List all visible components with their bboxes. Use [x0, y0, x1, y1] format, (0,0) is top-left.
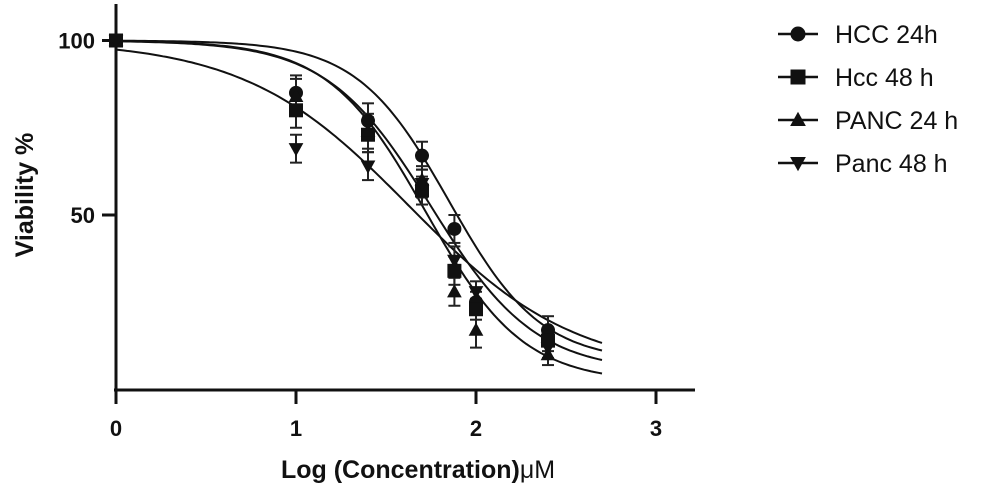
- data-point-triangle-up: [360, 123, 376, 137]
- legend-marker-square: [790, 69, 806, 85]
- data-point-square: [447, 263, 462, 278]
- legend-label: PANC 24 h: [835, 107, 958, 135]
- y-tick-label: 100: [58, 29, 95, 54]
- legend-item: HCC 24h: [778, 21, 938, 49]
- legend-marker-circle: [790, 26, 806, 42]
- data-point-circle: [447, 221, 462, 236]
- data-point-circle: [361, 113, 375, 128]
- x-tick-label: 0: [110, 416, 122, 441]
- legend-item: Hcc 48 h: [778, 64, 934, 92]
- legend-marker-triangle-down: [790, 157, 806, 172]
- legend-label: Hcc 48 h: [835, 64, 934, 92]
- data-point-triangle-down: [468, 286, 484, 300]
- fit-curve-square: [116, 40, 603, 361]
- data-point-triangle-up: [447, 284, 462, 298]
- legend-item: PANC 24 h: [778, 107, 958, 135]
- legend-label: HCC 24h: [835, 21, 938, 49]
- x-tick-label: 2: [470, 416, 482, 441]
- x-tick-label: 3: [650, 416, 662, 441]
- data-point-triangle-down: [288, 143, 304, 157]
- data-point-triangle-down: [447, 254, 462, 269]
- data-point-triangle-down: [414, 177, 430, 192]
- y-axis-title: Viability %: [11, 133, 39, 258]
- plot-area: [108, 32, 603, 375]
- x-axis-unit: μM: [520, 456, 555, 484]
- x-axis-title: Log (Concentration)μM: [281, 456, 555, 484]
- data-point-triangle-down: [540, 342, 556, 356]
- x-tick-label: 1: [290, 416, 302, 441]
- legend-label: Panc 48 h: [835, 150, 948, 178]
- data-point-square: [289, 103, 303, 118]
- data-point-circle: [415, 148, 429, 163]
- y-tick-label: 50: [71, 203, 95, 228]
- x-axis-title-text: Log (Concentration): [281, 456, 520, 484]
- data-point-square: [469, 302, 483, 317]
- legend: HCC 24h Hcc 48 h PANC 24 h Panc 48 h: [778, 21, 958, 178]
- x-axis-ticks: 0 1 2 3: [110, 390, 662, 441]
- legend-item: Panc 48 h: [778, 150, 948, 178]
- fit-curve-triangle-down: [115, 48, 603, 344]
- data-point-triangle-up: [468, 322, 484, 336]
- y-axis-ticks: 50 100: [58, 29, 116, 228]
- data-markers: [108, 32, 556, 361]
- fit-curve-circle: [116, 39, 603, 352]
- data-point-triangle-down: [360, 160, 376, 174]
- fit-curve-triangle-up: [115, 40, 603, 375]
- legend-marker-triangle-up: [790, 111, 806, 126]
- data-point-triangle-up: [288, 88, 304, 102]
- fit-curves: [115, 39, 603, 375]
